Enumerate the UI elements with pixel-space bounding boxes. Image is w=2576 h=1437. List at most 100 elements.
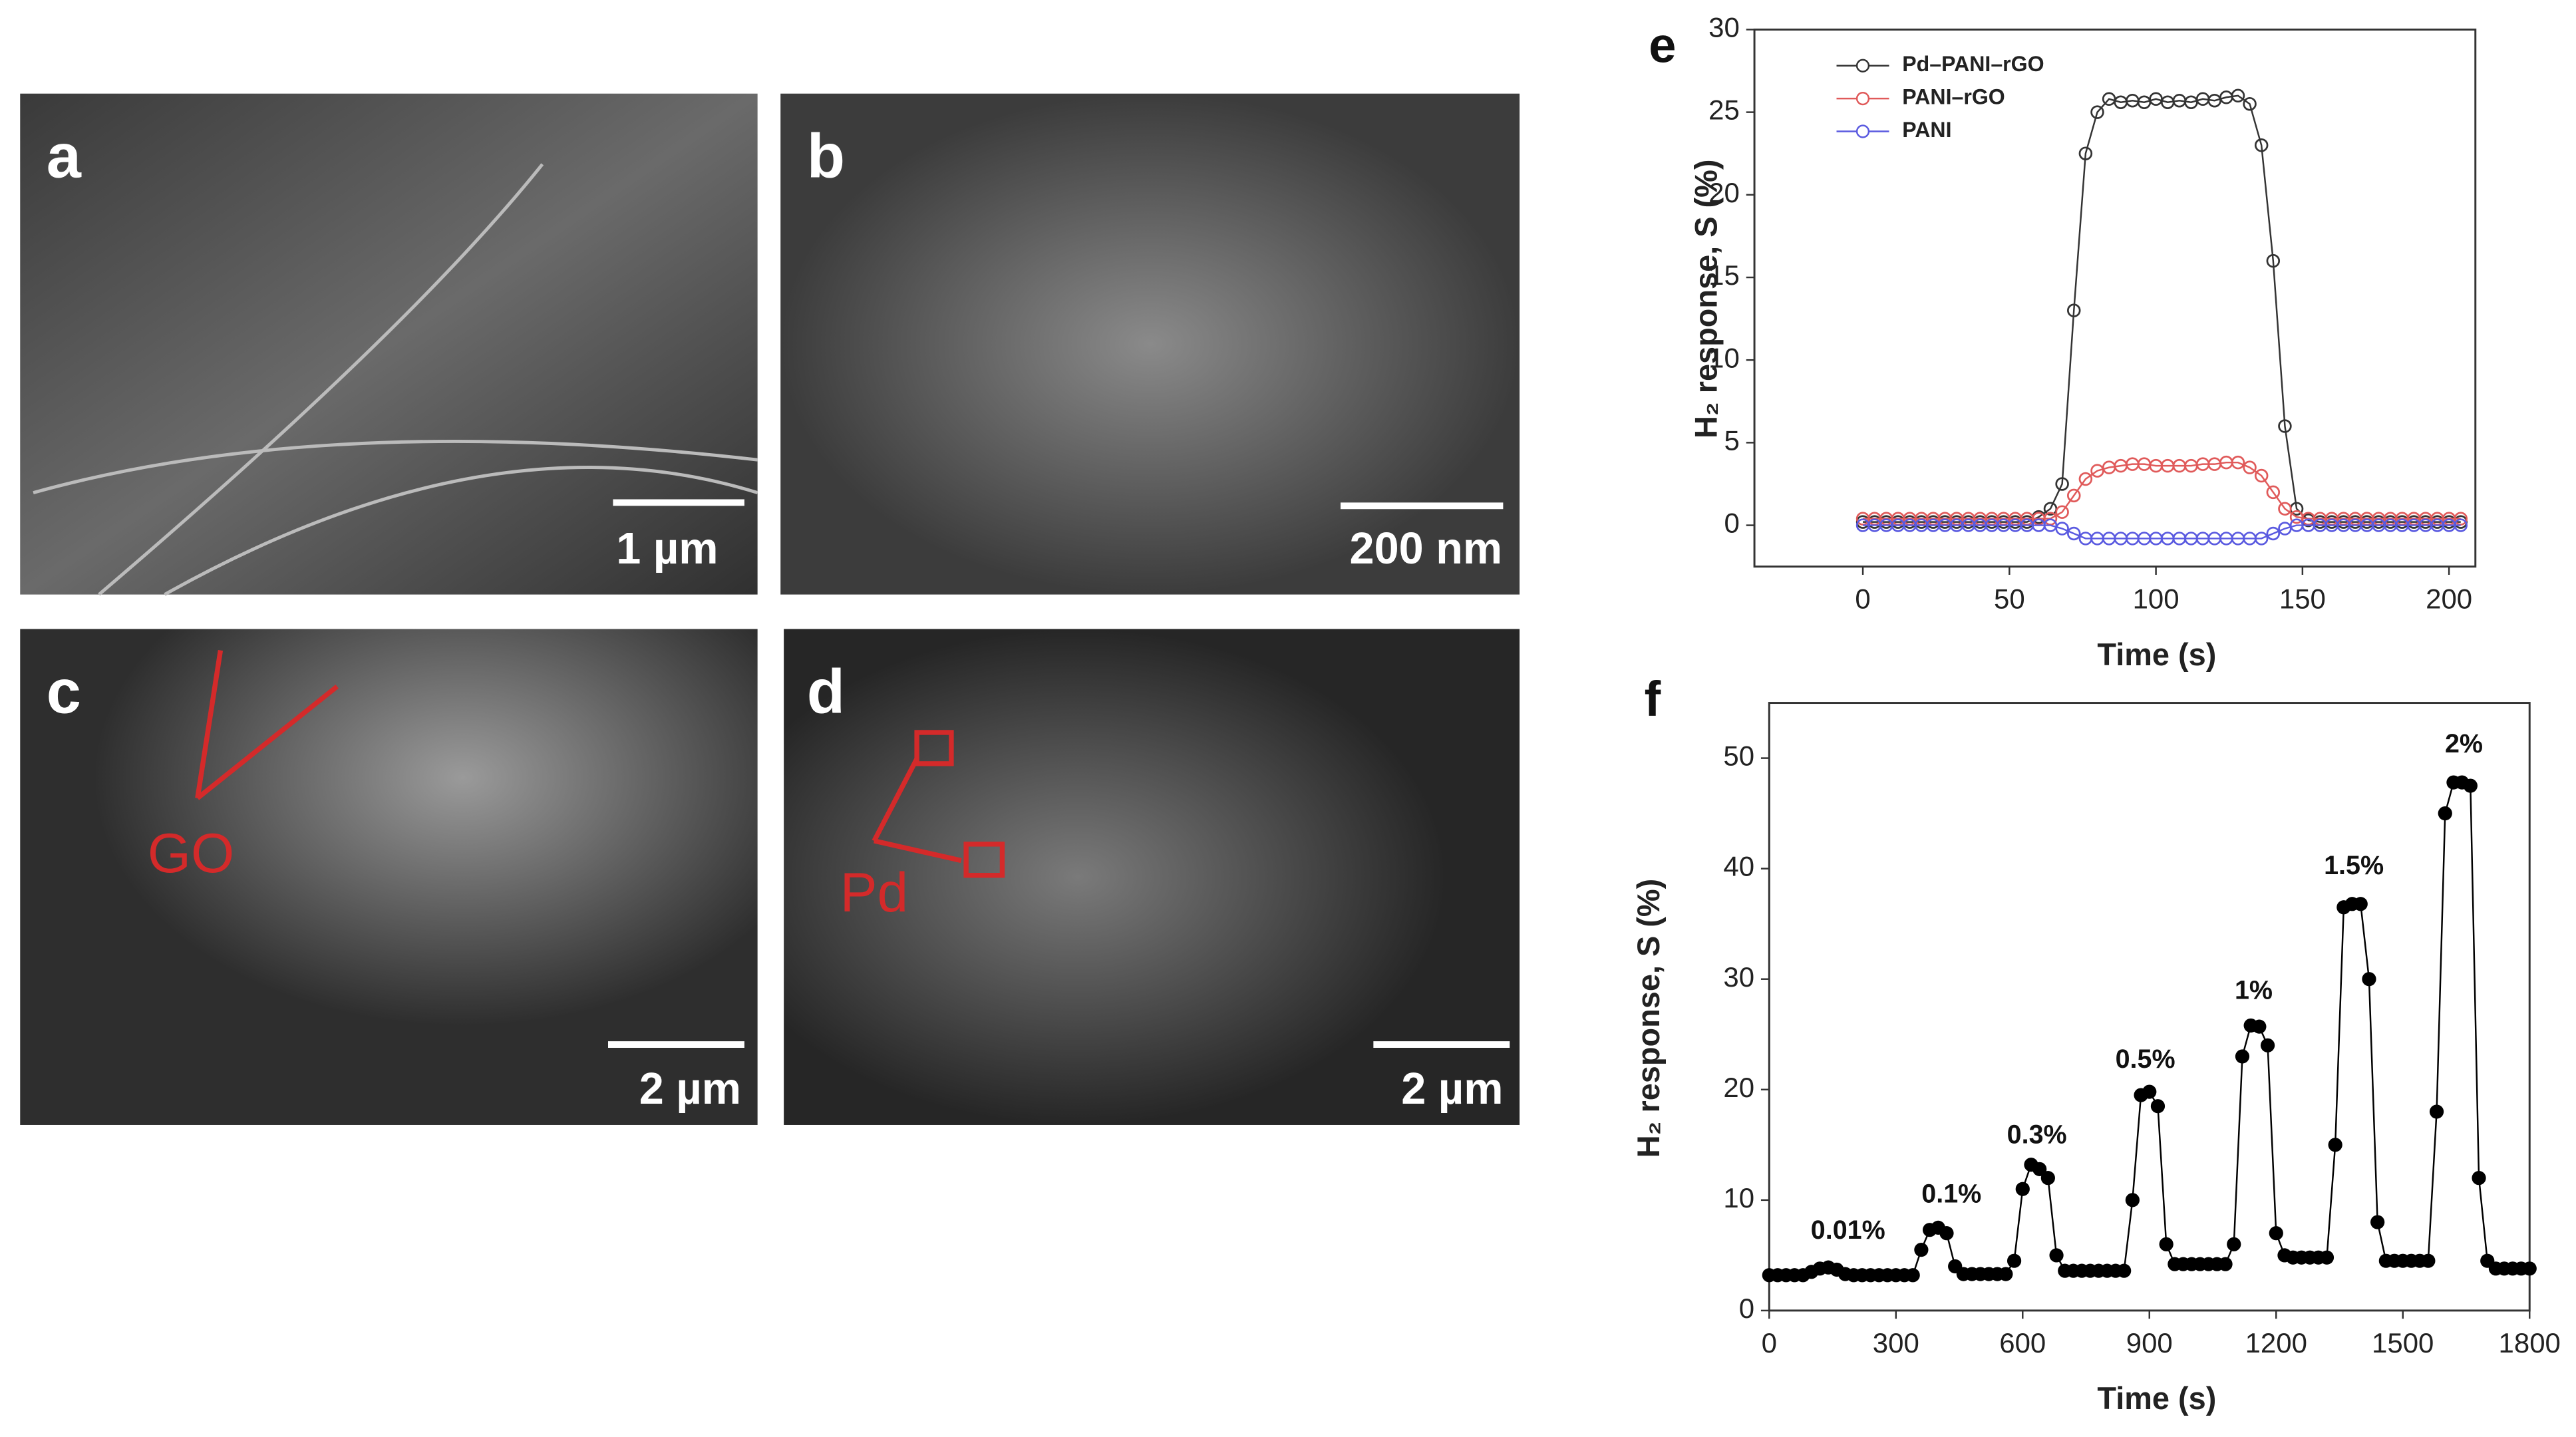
data-point (2252, 1019, 2267, 1034)
data-point (2353, 897, 2368, 911)
series-line (1863, 94, 2461, 523)
data-point (2522, 1261, 2537, 1276)
data-point (2266, 253, 2281, 268)
legend-label: PANI (1902, 118, 1951, 142)
scale-bar-label: 2 µm (639, 1064, 741, 1114)
data-point (2269, 1226, 2283, 1241)
data-point (1905, 1268, 1920, 1283)
data-point (2142, 1084, 2157, 1099)
x-tick-label: 900 (2126, 1327, 2173, 1358)
data-point (2438, 806, 2452, 821)
sem-image (20, 93, 758, 595)
data-point (2328, 1138, 2342, 1152)
legend-marker (1855, 124, 1870, 138)
y-tick-label: 20 (1708, 177, 1740, 208)
annotation: 0.5% (2116, 1044, 2175, 1074)
data-point (2067, 303, 2081, 317)
data-point (2235, 1049, 2250, 1064)
data-point (2472, 1171, 2486, 1186)
data-point (2159, 1237, 2174, 1251)
y-axis-label: H₂ response, S (%) (1631, 879, 1666, 1158)
data-point (2150, 1099, 2166, 1114)
arrow (872, 757, 962, 864)
data-point (1914, 1242, 1929, 1257)
x-tick-label: 0 (1855, 583, 1870, 615)
annotation: 0.1% (1921, 1180, 1981, 1209)
sem-panel-c: c GO 2 µm (20, 629, 758, 1125)
annotation: 1% (2235, 975, 2273, 1005)
data-point (1999, 1267, 2013, 1281)
data-point (2254, 138, 2269, 152)
y-tick-label: 25 (1708, 94, 1740, 126)
sem-panel-d: d Pd 2 µm (784, 629, 1520, 1125)
data-point (2055, 505, 2069, 519)
legend-marker (1855, 91, 1870, 106)
series-line (1863, 461, 2461, 520)
x-tick-label: 1500 (2372, 1327, 2434, 1358)
x-tick-label: 50 (1994, 583, 2025, 615)
data-point (2421, 1253, 2436, 1268)
y-tick-label: 10 (1708, 342, 1740, 373)
x-tick-label: 100 (2133, 583, 2179, 615)
data-point (2266, 526, 2281, 541)
data-point (2260, 1038, 2275, 1052)
data-point (2032, 1162, 2047, 1176)
plot-frame (1753, 28, 2477, 568)
scale-bar-label: 200 nm (1350, 524, 1503, 573)
data-point (2231, 455, 2245, 470)
data-point (2007, 1253, 2022, 1268)
series-line (1769, 781, 2530, 1277)
y-tick-label: 30 (1708, 12, 1740, 43)
data-point (2227, 1237, 2241, 1251)
chart: 0 300 600 900 1200 1500 1800 0 10 20 30 40 50 Time (s… (1631, 671, 2561, 1416)
texture (33, 163, 758, 596)
data-point (2040, 1171, 2055, 1186)
data-point (2055, 522, 2069, 536)
annotation: Pd (840, 861, 909, 923)
panel-label: b (807, 121, 845, 191)
data-point (1939, 1226, 1954, 1241)
x-tick-label: 600 (1999, 1327, 2046, 1358)
data-point (2055, 477, 2069, 491)
x-tick-label: 300 (1873, 1327, 1919, 1358)
y-tick-label: 0 (1739, 1293, 1754, 1324)
scale-bar-label: 1 µm (616, 524, 718, 573)
annotation: 1.5% (2324, 851, 2384, 880)
x-axis-label: Time (s) (2097, 637, 2216, 672)
data-point (2278, 502, 2292, 516)
data-point (2278, 419, 2292, 433)
data-point (2319, 1250, 2334, 1265)
data-point (2125, 1193, 2140, 1207)
sem-panel-b: b 200 nm (780, 93, 1520, 595)
data-point (2243, 460, 2257, 474)
y-tick-label: 0 (1724, 508, 1740, 539)
data-point (2429, 1104, 2444, 1119)
data-point (2218, 1257, 2233, 1271)
data-point (2078, 472, 2093, 486)
x-tick-label: 200 (2426, 583, 2472, 615)
panel-label: e (1649, 18, 1676, 73)
data-point (2078, 146, 2093, 160)
panel-label: f (1645, 671, 1661, 726)
data-point (2454, 518, 2468, 532)
data-point (2362, 972, 2376, 987)
arrow (195, 649, 339, 800)
x-tick-label: 1800 (2499, 1327, 2561, 1358)
y-tick-label: 40 (1723, 851, 1754, 882)
legend-marker (1855, 59, 1870, 73)
y-tick-label: 5 (1724, 424, 1740, 456)
x-axis-label: Time (s) (2097, 1381, 2216, 1416)
data-point (2117, 1263, 2132, 1278)
data-point (2243, 96, 2257, 111)
data-point (2067, 488, 2081, 503)
x-tick-label: 150 (2279, 583, 2326, 615)
y-tick-label: 50 (1723, 740, 1754, 772)
scale-bar-label: 2 µm (1401, 1064, 1503, 1114)
annotation: GO (148, 822, 235, 884)
y-tick-label: 20 (1723, 1072, 1754, 1103)
data-point (2067, 526, 2081, 541)
data-point (2090, 105, 2104, 119)
data-point (2370, 1215, 2385, 1229)
panel-label: c (47, 656, 81, 726)
